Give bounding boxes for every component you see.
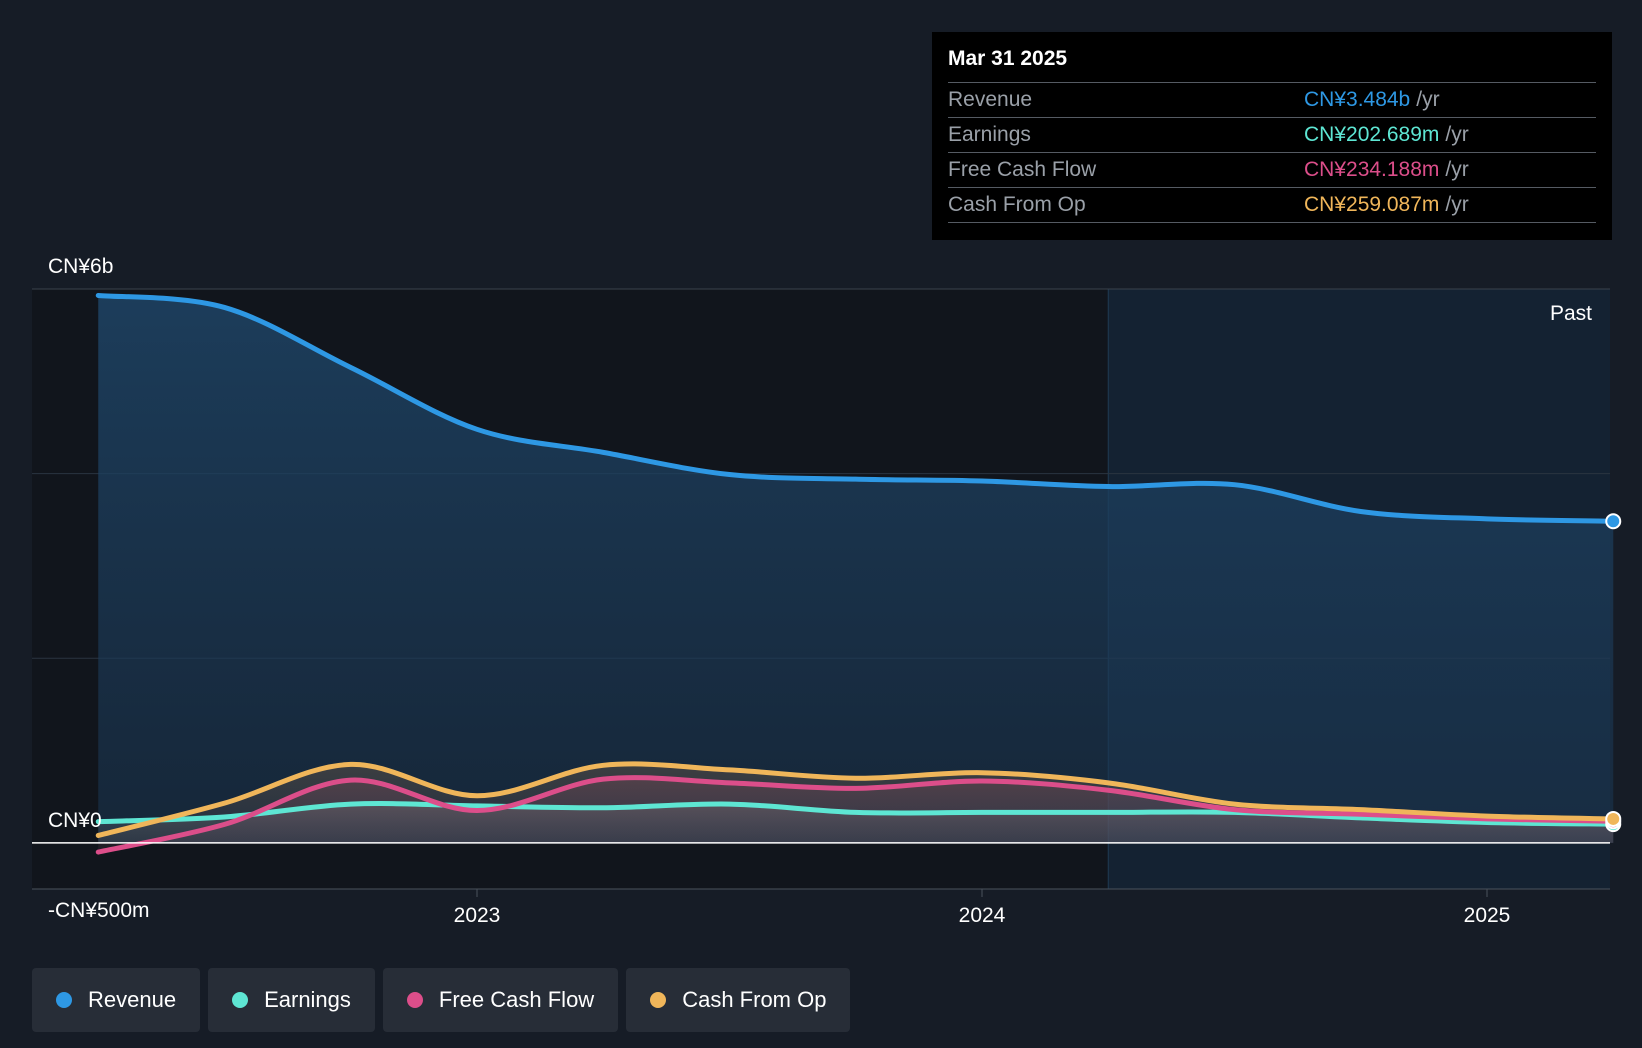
tooltip-row-cash-from-op: Cash From Op CN¥259.087m /yr bbox=[948, 188, 1596, 223]
y-tick-label: CN¥6b bbox=[48, 255, 113, 278]
legend-dot-icon bbox=[56, 992, 72, 1008]
tooltip-panel: Mar 31 2025 Revenue CN¥3.484b /yr Earnin… bbox=[932, 32, 1612, 240]
tooltip-label: Earnings bbox=[948, 123, 1031, 146]
revenue-endpoint bbox=[1605, 513, 1622, 530]
x-tick-label: 2023 bbox=[454, 904, 501, 927]
legend-label: Cash From Op bbox=[682, 987, 827, 1012]
x-tick-label: 2025 bbox=[1464, 904, 1511, 927]
legend-label: Free Cash Flow bbox=[438, 987, 595, 1012]
tooltip-value: CN¥3.484b bbox=[1304, 88, 1411, 111]
tooltip-date: Mar 31 2025 bbox=[948, 46, 1596, 83]
legend-dot-icon bbox=[650, 992, 667, 1008]
chart-legend: Revenue Earnings Free Cash Flow Cash Fro… bbox=[32, 968, 851, 1032]
legend-label: Revenue bbox=[88, 987, 177, 1012]
legend-item-revenue[interactable]: Revenue bbox=[32, 968, 201, 1032]
tooltip-value: CN¥202.689m bbox=[1304, 123, 1440, 146]
tooltip-value: CN¥234.188m bbox=[1304, 158, 1440, 181]
legend-item-earnings[interactable]: Earnings bbox=[208, 968, 375, 1032]
tooltip-unit: /yr bbox=[1445, 123, 1469, 146]
legend-dot-icon bbox=[406, 992, 423, 1008]
legend-label: Earnings bbox=[264, 987, 351, 1012]
tooltip-value: CN¥259.087m bbox=[1304, 193, 1440, 216]
legend-dot-icon bbox=[232, 992, 249, 1008]
free-cash-flow-line bbox=[95, 775, 1616, 855]
cash-from-op-endpoint bbox=[1605, 810, 1622, 827]
y-tick-label: CN¥0 bbox=[48, 809, 102, 832]
tooltip-unit: /yr bbox=[1445, 193, 1469, 216]
cash-from-op-area bbox=[98, 763, 1614, 843]
tooltip-row-earnings: Earnings CN¥202.689m /yr bbox=[948, 118, 1596, 153]
tooltip-unit: /yr bbox=[1445, 158, 1469, 181]
earnings-line bbox=[95, 801, 1616, 827]
past-region-label: Past bbox=[1550, 302, 1592, 325]
cash-from-op-line bbox=[95, 761, 1616, 838]
tooltip-row-free-cash-flow: Free Cash Flow CN¥234.188m /yr bbox=[948, 153, 1596, 188]
x-tick-label: 2024 bbox=[959, 904, 1006, 927]
tooltip-label: Free Cash Flow bbox=[948, 158, 1097, 181]
tooltip-unit: /yr bbox=[1416, 88, 1440, 111]
revenue-line bbox=[95, 292, 1616, 524]
tooltip-label: Revenue bbox=[948, 88, 1033, 111]
legend-item-cash-from-op[interactable]: Cash From Op bbox=[626, 968, 851, 1032]
tooltip-label: Cash From Op bbox=[948, 193, 1086, 216]
tooltip-row-revenue: Revenue CN¥3.484b /yr bbox=[948, 83, 1596, 118]
revenue-area bbox=[98, 295, 1614, 843]
legend-item-free-cash-flow[interactable]: Free Cash Flow bbox=[382, 968, 619, 1032]
y-tick-label: -CN¥500m bbox=[48, 899, 150, 922]
